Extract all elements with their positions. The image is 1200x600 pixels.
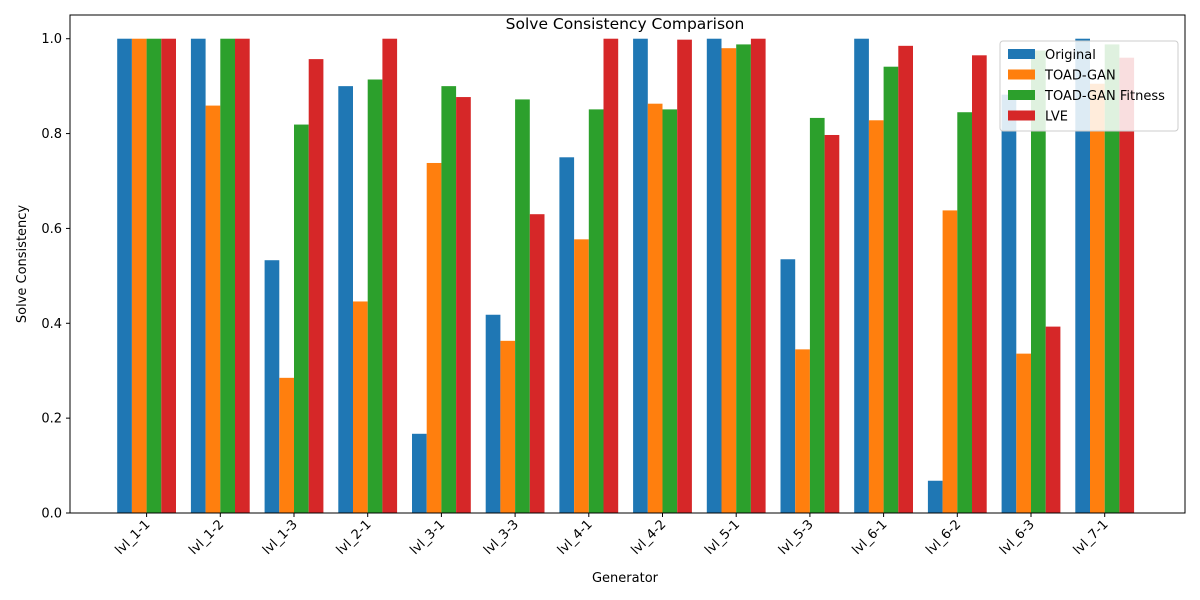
bar-lve-lvl-7-1 [1119,57,1135,513]
bar-toad-gan-fitness-lvl-5-1 [736,44,751,513]
legend-swatch [1008,69,1035,80]
y-tick-label: 0.0 [41,507,62,522]
y-ticks-group: 0.0 0.2 0.4 0.6 0.8 1.0 [41,32,70,522]
bar-toad-gan-lvl-3-1 [426,162,442,514]
bar-toad-gan-lvl-7-1 [1090,83,1105,514]
bar-toad-gan-lvl-4-1 [574,239,589,513]
y-axis-label: Solve Consistency [15,205,30,324]
x-tick-label: lvl_1-2 [186,517,227,558]
x-tick-label: lvl_3-3 [481,517,522,558]
x-tick-label: lvl_6-2 [923,517,964,558]
bar-toad-gan-fitness-lvl-3-1 [441,86,457,513]
legend-swatch [1008,90,1035,100]
x-tick-label: lvl_1-1 [113,517,154,558]
bar-toad-gan-fitness-lvl-4-1 [588,109,604,513]
x-tick-label: lvl_7-1 [1071,517,1112,558]
legend-swatch [1008,110,1035,121]
bar-toad-gan-lvl-2-1 [353,301,368,513]
bar-original-lvl-5-3 [780,259,796,513]
bar-original-lvl-1-3 [264,260,280,513]
legend-label: TOAD-GAN Fitness [1044,89,1165,104]
bar-lve-lvl-6-1 [898,45,913,513]
legend: Original TOAD-GAN TOAD-GAN Fitness LVE [999,40,1179,132]
y-tick-label: 0.6 [41,222,62,237]
bar-lve-lvl-3-3 [529,214,545,513]
bar-lve-lvl-1-1 [161,38,176,514]
bar-lve-lvl-1-3 [308,59,324,514]
legend-label: LVE [1045,110,1068,125]
bar-lve-lvl-4-1 [603,38,619,514]
bar-original-lvl-3-3 [485,314,501,513]
bar-toad-gan-fitness-lvl-2-1 [367,79,383,513]
bar-original-lvl-3-1 [412,433,427,513]
bar-toad-gan-fitness-lvl-7-1 [1104,44,1120,513]
bar-toad-gan-fitness-lvl-6-3 [1031,50,1046,513]
bar-lve-lvl-4-2 [677,39,692,513]
bar-toad-gan-fitness-lvl-4-2 [662,109,678,513]
bar-lve-lvl-6-2 [972,55,987,514]
x-tick-label: lvl_3-1 [407,517,448,558]
x-tick-label: lvl_2-1 [334,517,375,558]
x-tick-label: lvl_6-1 [850,517,891,558]
y-tick-label: 0.4 [41,317,62,332]
bar-toad-gan-lvl-1-1 [131,38,147,514]
x-tick-label: lvl_5-1 [702,517,743,558]
bar-toad-gan-lvl-1-2 [205,105,221,513]
bar-original-lvl-6-2 [927,480,943,513]
legend-label: Original [1045,48,1096,63]
bar-original-lvl-7-1 [1075,38,1090,514]
legend-label: TOAD-GAN [1044,69,1116,84]
bar-toad-gan-lvl-6-3 [1016,353,1031,513]
chart-title: Solve Consistency Comparison [506,15,745,33]
bar-toad-gan-lvl-6-1 [868,120,884,513]
bar-toad-gan-lvl-3-3 [500,340,516,513]
bar-original-lvl-6-1 [854,38,869,514]
legend-swatch [1008,49,1035,59]
bar-toad-gan-fitness-lvl-1-3 [294,124,309,513]
x-ticks-group: lvl_1-1 lvl_1-2 lvl_1-3 lvl_2-1 lvl_3-1 lvl_3… [113,513,1112,558]
x-axis-label: Generator [592,571,659,586]
bar-original-lvl-1-1 [117,38,132,514]
bar-original-lvl-5-1 [706,38,722,514]
bar-toad-gan-lvl-1-3 [279,377,294,513]
bar-toad-gan-fitness-lvl-3-3 [515,99,530,514]
bar-original-lvl-2-1 [338,86,353,513]
bar-toad-gan-lvl-5-3 [795,349,810,513]
bar-lve-lvl-1-2 [235,38,250,514]
bar-toad-gan-fitness-lvl-1-1 [146,38,162,514]
bar-toad-gan-lvl-6-2 [942,210,958,513]
bar-toad-gan-fitness-lvl-6-2 [957,112,972,513]
y-tick-label: 0.8 [41,127,62,142]
bars-group [117,38,1135,514]
plot-frame [69,14,1186,514]
bar-toad-gan-lvl-5-1 [721,48,737,513]
bar-toad-gan-fitness-lvl-1-2 [220,38,235,514]
x-tick-label: lvl_6-3 [997,517,1038,558]
x-tick-label: lvl_5-3 [776,517,817,558]
bar-lve-lvl-5-3 [824,134,840,514]
bar-lve-lvl-6-3 [1045,326,1061,513]
bar-toad-gan-fitness-lvl-6-1 [883,66,899,513]
x-tick-label: lvl_4-2 [629,517,670,558]
bar-original-lvl-4-1 [559,157,575,514]
x-tick-label: lvl_4-1 [555,517,596,558]
bar-lve-lvl-2-1 [382,38,398,514]
y-tick-label: 0.2 [41,412,62,427]
bar-original-lvl-6-3 [1001,94,1017,514]
bar-original-lvl-4-2 [633,38,648,514]
bar-original-lvl-1-2 [190,38,206,514]
legend-box [999,40,1179,132]
bar-lve-lvl-3-1 [456,97,471,514]
bar-lve-lvl-5-1 [750,38,766,514]
bar-toad-gan-fitness-lvl-5-3 [809,117,825,514]
x-tick-label: lvl_1-3 [260,517,301,558]
y-tick-label: 1.0 [41,32,62,47]
bar-toad-gan-lvl-4-2 [647,103,663,513]
